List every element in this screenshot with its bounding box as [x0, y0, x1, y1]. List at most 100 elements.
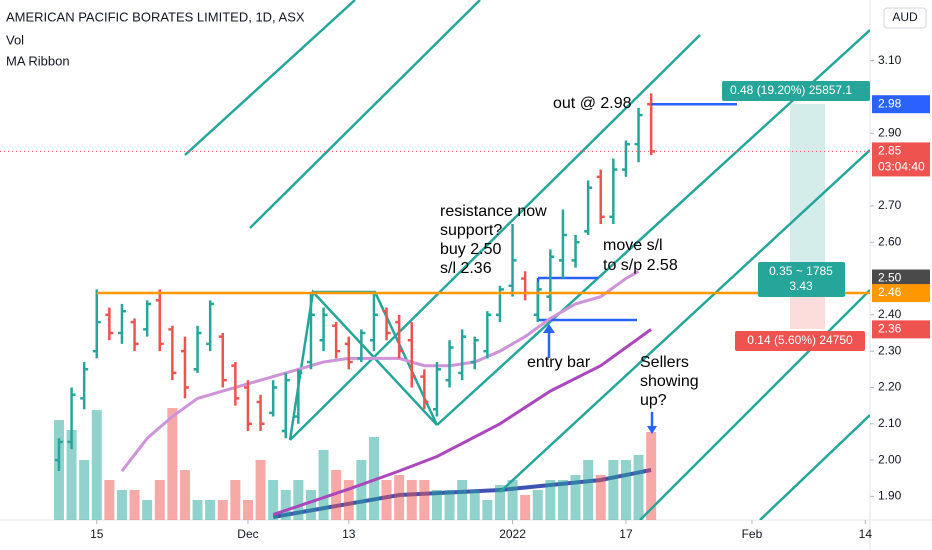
volume-bar	[331, 470, 342, 520]
volume-bar	[595, 475, 606, 520]
annotation: support?	[440, 222, 502, 239]
y-tick-label: 2.60	[878, 234, 902, 248]
annotation: to s/p 2.58	[603, 257, 678, 274]
volume-bar	[545, 480, 556, 520]
target-zone	[790, 104, 825, 278]
price-tag-label: 2.50	[878, 271, 902, 285]
volume-bar	[633, 455, 644, 520]
volume-bar	[507, 480, 518, 520]
volume-bar	[557, 480, 568, 520]
volume-bar	[129, 490, 140, 520]
volume-bar	[419, 480, 430, 520]
moving-average	[120, 269, 640, 472]
annotation: move s/l	[603, 237, 663, 254]
volume-bar	[205, 500, 216, 520]
annotation: up?	[640, 392, 667, 409]
volume-bar	[142, 500, 153, 520]
center-label: 3.43	[789, 279, 813, 293]
y-tick-label: 2.40	[878, 307, 902, 321]
x-tick-label: Dec	[237, 527, 258, 541]
volume-bar	[482, 500, 493, 520]
volume-bar	[179, 470, 190, 520]
channel-line	[759, 414, 870, 520]
arrow-head	[543, 324, 555, 333]
volume-bar	[255, 460, 266, 520]
price-tag	[872, 142, 930, 177]
channel-line	[249, 0, 481, 229]
annotation: entry bar	[527, 354, 591, 371]
y-tick-label: 3.10	[878, 53, 902, 67]
y-tick-label: 2.00	[878, 452, 902, 466]
volume-bar	[494, 485, 505, 520]
price-tag-label: 2.36	[878, 322, 902, 336]
price-tag	[872, 320, 930, 339]
drawings	[184, 0, 870, 520]
volume-bar	[242, 500, 253, 520]
countdown: 03:04:40	[878, 160, 925, 174]
x-tick-label: 15	[90, 527, 104, 541]
center-label-box	[758, 262, 845, 297]
volume-bar	[381, 480, 392, 520]
indicator-label: Vol	[6, 32, 24, 47]
price-tag	[872, 284, 930, 303]
volume-bar	[318, 450, 329, 520]
target-label-box	[722, 81, 870, 101]
volume-bar	[217, 500, 228, 520]
price-tag-label: 2.85	[878, 144, 902, 158]
annotation: resistance now	[440, 203, 547, 220]
volume-bar	[457, 480, 468, 520]
volume-bar	[116, 490, 127, 520]
volume-bar	[520, 495, 531, 520]
annotation: Sellers	[640, 354, 689, 371]
volume-bar	[570, 475, 581, 520]
center-label: 0.35 ~ 1785	[769, 264, 833, 278]
volume-bar	[356, 460, 367, 520]
channel-line	[184, 0, 356, 156]
x-tick-label: 17	[619, 527, 633, 541]
annotation: showing	[640, 373, 699, 390]
x-tick-label: 2022	[499, 527, 526, 541]
volume-bar	[268, 480, 279, 520]
currency[interactable]: AUD	[892, 10, 918, 24]
currency-box[interactable]	[883, 7, 927, 29]
volume-bar	[469, 490, 480, 520]
volume-bar	[532, 490, 543, 520]
annotation: out @ 2.98	[553, 95, 632, 112]
volume-bar	[608, 460, 619, 520]
volume-bar	[406, 480, 417, 520]
y-tick-label: 2.20	[878, 380, 902, 394]
volume-bar	[444, 490, 455, 520]
volume-bar	[79, 460, 90, 520]
indicator-label: MA Ribbon	[6, 53, 70, 68]
channel-line	[639, 289, 870, 520]
y-tick-label: 2.10	[878, 416, 902, 430]
volume-layer	[53, 408, 657, 520]
volume-bar	[583, 460, 594, 520]
stop-label-box	[735, 331, 865, 351]
y-tick-label: 2.70	[878, 198, 902, 212]
annotation: buy 2.50	[440, 241, 501, 258]
volume-bar	[343, 480, 354, 520]
volume-bar	[293, 480, 304, 520]
volume-bar	[167, 408, 178, 520]
volume-bar	[91, 410, 102, 520]
moving-average	[272, 328, 652, 517]
arrow-head	[647, 426, 657, 434]
volume-bar	[66, 430, 77, 520]
channel-line	[289, 34, 701, 441]
labels: AMERICAN PACIFIC BORATES LIMITED, 1D, AS…	[6, 7, 930, 541]
price-tag-label: 2.98	[878, 96, 902, 110]
price-tag	[872, 95, 930, 114]
volume-bar	[394, 475, 405, 520]
volume-bar	[646, 432, 657, 520]
chart-title: AMERICAN PACIFIC BORATES LIMITED, 1D, AS…	[6, 9, 305, 24]
volume-bar	[104, 480, 115, 520]
price-layer	[0, 93, 870, 517]
x-tick-label: Feb	[742, 527, 763, 541]
x-tick-label: 13	[342, 527, 356, 541]
x-tick-label: 14	[859, 527, 873, 541]
price-tag-label: 2.46	[878, 285, 902, 299]
price-tag	[872, 269, 930, 288]
volume-bar	[230, 480, 241, 520]
